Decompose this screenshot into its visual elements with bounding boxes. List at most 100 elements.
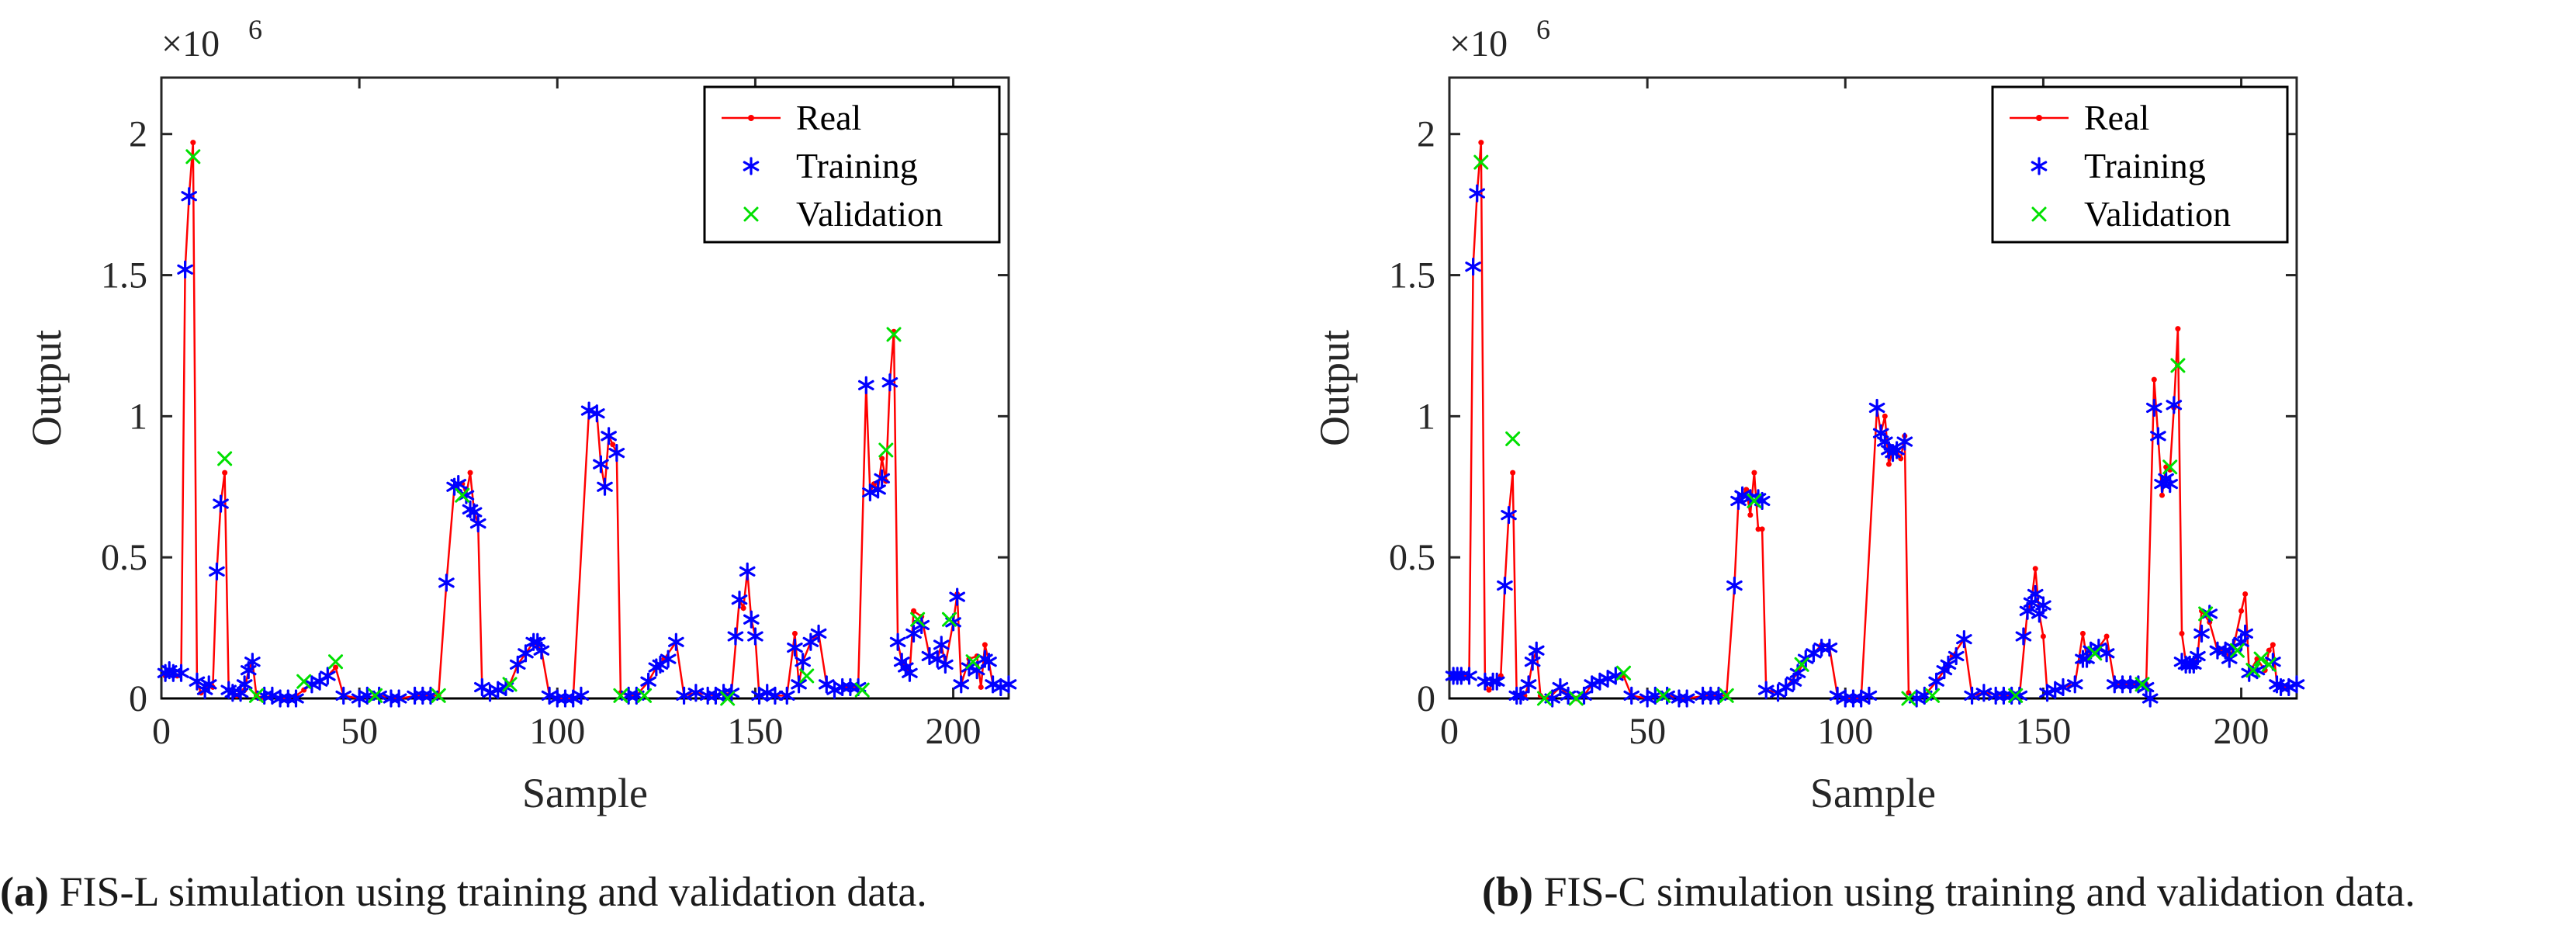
training-point <box>1608 667 1624 685</box>
asterisk-stroke <box>1928 676 1944 687</box>
asterisk-stroke <box>857 379 874 390</box>
x-tick-label: 50 <box>1629 711 1666 752</box>
training-point <box>739 562 756 580</box>
real-point <box>2032 566 2038 572</box>
real-point <box>1747 512 1754 518</box>
validation-point <box>878 442 894 458</box>
asterisk-stroke <box>2280 681 2297 693</box>
cross-stroke <box>2008 688 2024 703</box>
validation-point <box>2087 646 2103 661</box>
asterisk-stroke <box>466 507 483 518</box>
asterisk-stroke <box>2098 648 2115 659</box>
training-point <box>1591 672 1608 691</box>
asterisk-stroke <box>640 676 656 687</box>
training-point <box>889 632 906 651</box>
real-point <box>610 442 616 448</box>
asterisk-stroke <box>981 657 997 667</box>
asterisk-stroke <box>1678 693 1695 704</box>
training-point <box>933 636 950 654</box>
y-tick-label: 0.5 <box>1389 537 1435 578</box>
asterisk-stroke <box>541 690 558 701</box>
validation-point <box>854 682 870 698</box>
asterisk-stroke <box>200 679 217 690</box>
validation-point <box>2135 677 2150 692</box>
training-point <box>2145 398 2162 418</box>
asterisk-stroke <box>482 688 498 698</box>
training-point <box>1861 686 1878 705</box>
validation-point <box>1656 688 1671 703</box>
asterisk-stroke <box>303 679 320 690</box>
training-point <box>668 632 684 651</box>
training-point <box>1964 686 1980 705</box>
real-point <box>740 605 746 612</box>
asterisk-stroke <box>244 657 261 667</box>
cross-stroke <box>2229 643 2245 658</box>
asterisk-stroke <box>2237 628 2253 639</box>
validation-point <box>2170 358 2186 373</box>
training-point <box>541 686 558 705</box>
asterisk-stroke <box>2145 402 2162 414</box>
asterisk-stroke <box>802 636 819 647</box>
legend-validation-marker <box>2031 206 2047 222</box>
training-point <box>1821 638 1838 657</box>
asterisk-stroke <box>1868 402 1885 414</box>
validation-point <box>2229 643 2245 658</box>
real-point <box>222 470 228 476</box>
asterisk-stroke <box>589 408 605 419</box>
asterisk-stroke <box>490 684 507 695</box>
asterisk-stroke <box>751 690 767 701</box>
x-axis-label: Sample <box>522 770 648 816</box>
training-point <box>1599 669 1616 688</box>
asterisk-stroke <box>1964 690 1980 701</box>
asterisk-stroke <box>889 636 906 647</box>
caption-a-text: FIS-L simulation using training and vali… <box>59 868 927 915</box>
chart-fis-l: 0 50 100 150 200 0 0.5 1 1.5 2 ×10 6 Sample Output Rea… <box>23 14 1017 816</box>
asterisk-stroke <box>826 684 843 695</box>
asterisk-stroke <box>474 681 490 693</box>
training-point <box>2027 584 2044 604</box>
asterisk-stroke <box>1599 673 1616 684</box>
asterisk-stroke <box>1000 679 1017 690</box>
x-tick-label: 0 <box>152 711 171 752</box>
asterisk-stroke <box>743 161 760 172</box>
real-point <box>467 470 473 476</box>
asterisk-stroke <box>727 631 744 642</box>
asterisk-stroke <box>731 594 748 605</box>
asterisk-stroke <box>450 479 467 490</box>
cross-stroke <box>502 677 518 692</box>
asterisk-stroke <box>953 679 970 690</box>
real-point <box>1882 413 1888 419</box>
real-point <box>2151 376 2157 383</box>
validation-point <box>720 691 736 706</box>
asterisk-stroke <box>1623 690 1640 701</box>
asterisk-stroke <box>597 481 613 492</box>
validation-point <box>2162 459 2178 475</box>
real-point <box>1759 526 1765 532</box>
training-point <box>874 469 891 487</box>
asterisk-stroke <box>929 653 946 664</box>
asterisk-stroke <box>668 636 684 647</box>
training-point <box>189 672 206 691</box>
validation-point <box>431 688 446 703</box>
asterisk-stroke <box>2288 679 2305 690</box>
training-point <box>1497 576 1513 595</box>
asterisk-stroke <box>320 671 336 681</box>
asterisk-stroke <box>1608 671 1624 681</box>
training-point <box>747 627 763 646</box>
real-point <box>2040 633 2046 639</box>
validation-point <box>965 654 981 670</box>
training-point <box>778 686 795 705</box>
asterisk-stroke <box>177 264 193 275</box>
cross-stroke <box>1656 688 1671 703</box>
y-axis-label: Output <box>1311 330 1358 446</box>
training-point <box>469 514 486 533</box>
x-tick-label: 200 <box>926 711 982 752</box>
training-point <box>288 689 304 708</box>
training-point <box>2098 644 2115 663</box>
validation-point <box>502 677 518 692</box>
cross-stroke <box>720 691 736 706</box>
training-point <box>857 376 874 394</box>
training-point <box>1948 646 1965 666</box>
y-axis-label: Output <box>23 330 70 446</box>
x-tick-label: 0 <box>1440 711 1459 752</box>
